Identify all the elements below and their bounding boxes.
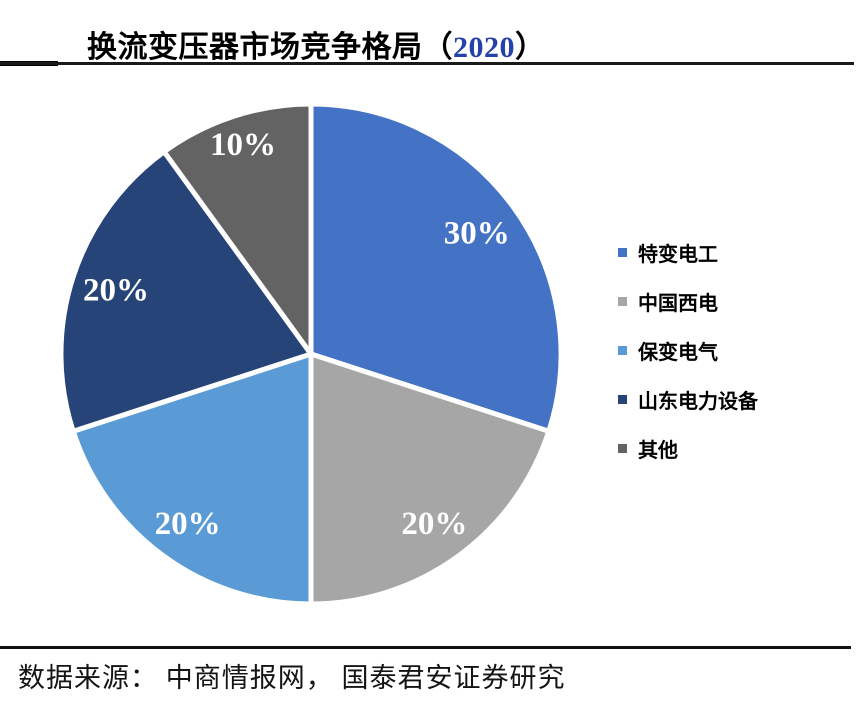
footer-rule [0,646,851,649]
data-source-text: 数据来源： 中商情报网， 国泰君安证券研究 [18,663,566,693]
chart-title-text: 换流变压器市场竞争格局（ [87,31,453,64]
chart-title: 换流变压器市场竞争格局（2020） [87,22,546,66]
pie-slice-label: 10% [210,127,276,163]
pie-slice-label: 20% [155,506,221,542]
pie-slice-label: 20% [401,506,467,542]
title-year: 2020 [453,31,515,64]
legend-label: 保变电气 [638,342,718,364]
chart-title-close-paren: ） [515,31,546,64]
legend-swatch-icon [618,248,627,257]
legend-label: 其他 [638,440,678,462]
pie-legend: 特变电工 中国西电 保变电气 山东电力设备 其他 [618,228,758,473]
pie-slice [70,351,314,607]
legend-label: 特变电工 [638,244,718,266]
legend-item: 中国西电 [618,277,758,326]
legend-item: 保变电气 [618,326,758,375]
title-underline-rule [0,62,854,65]
legend-item: 其他 [618,424,758,473]
legend-swatch-icon [618,346,627,355]
legend-item: 特变电工 [618,228,758,277]
legend-swatch-icon [618,395,627,404]
pie-slice [308,101,564,434]
pie-slice [308,351,552,607]
legend-swatch-icon [618,444,627,453]
legend-swatch-icon [618,297,627,306]
legend-item: 山东电力设备 [618,375,758,424]
pie-slice-label: 20% [83,273,149,309]
legend-label: 中国西电 [638,293,718,315]
legend-label: 山东电力设备 [638,391,758,413]
pie-slice [161,101,314,357]
pie-slice-label: 30% [444,216,510,252]
pie-slice [58,149,314,434]
